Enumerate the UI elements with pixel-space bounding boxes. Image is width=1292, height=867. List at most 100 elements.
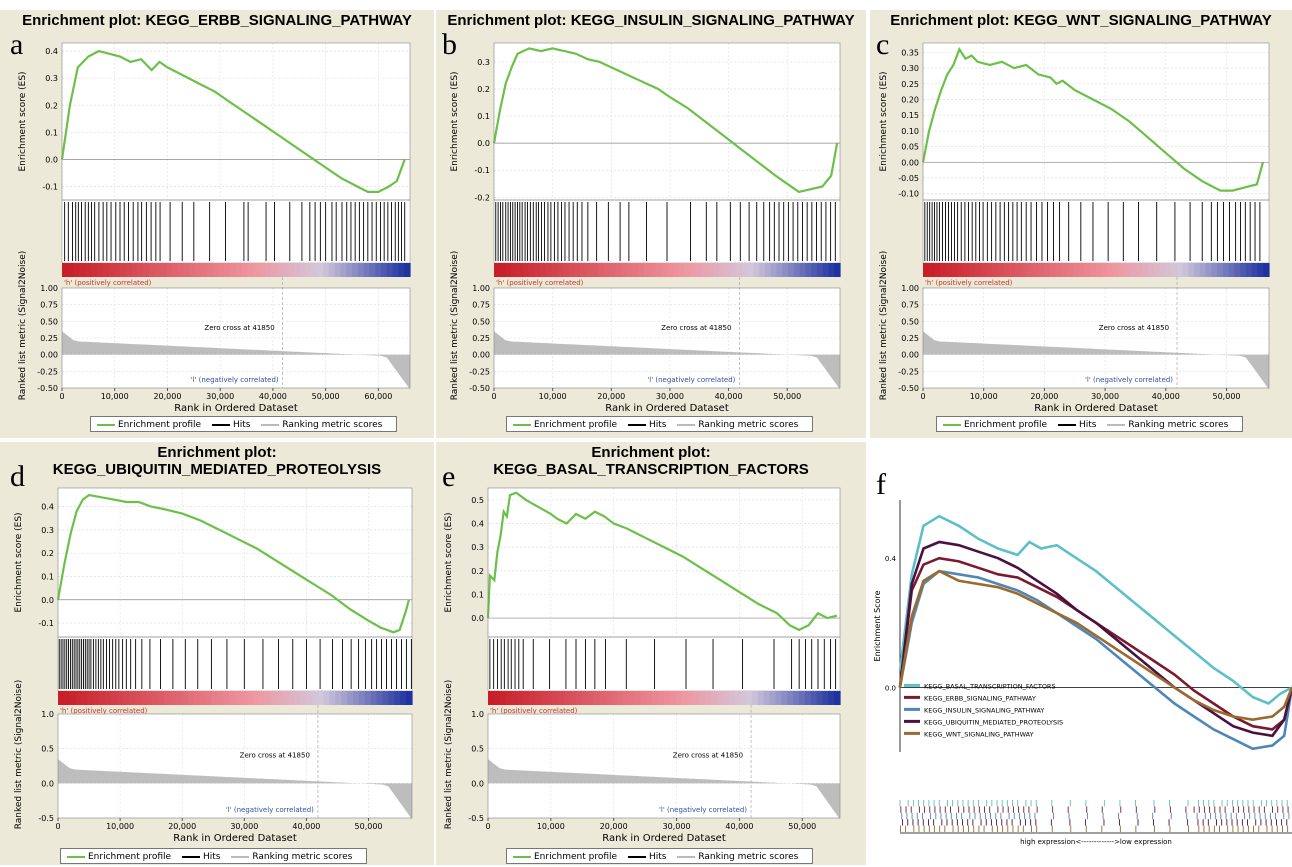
es-axis-label: Enrichment score (ES) [879,71,889,171]
enrichment-curve [492,47,839,194]
legend: Enrichment profile Hits Ranking metric s… [90,416,398,432]
metric-tick-label: 0.75 [40,301,58,310]
x-tick-label: 60,000 [364,392,392,401]
rank-color-segment [288,691,295,705]
es-plot-area [494,43,840,200]
metric-tick-label: 0.25 [472,334,490,343]
rank-color-segment [626,263,633,277]
es-tick-label: -0.10 [898,190,919,199]
rank-color-segment [546,691,554,705]
metric-tick-label: -0.5 [38,814,54,823]
rank-color-segment [62,263,69,277]
rank-color-segment [311,263,318,277]
metric-axis-label: Ranked list metric (Signal2Noise) [18,251,28,401]
rank-color-segment [534,263,541,277]
x-tick-label: 40,000 [715,392,743,401]
metric-axis-frame [61,287,411,389]
metric-tick-label: -0.5 [468,814,484,823]
rank-color-segment [816,691,823,705]
positively-correlated-label: 'h' (positively correlated) [64,279,152,287]
rank-color-segment [323,263,330,277]
rank-color-segment [1240,263,1247,277]
x-tick-label: 30,000 [230,822,258,831]
metric-tick-label: 0.75 [901,301,919,310]
metric-tick-label: -0.50 [469,384,490,393]
rank-color-segment [693,691,700,705]
x-tick-label: 10,000 [106,822,134,831]
rank-color-segment [381,263,388,277]
x-tick-label: 10,000 [537,822,565,831]
rank-color-segment [781,691,788,705]
metric-axis-label: Ranked list metric (Signal2Noise) [879,251,889,401]
rank-color-segment [1009,263,1016,277]
rank-color-segment [782,263,789,277]
rank-color-segment [394,691,401,705]
rank-color-segment [201,263,208,277]
es-tick-label: 0.4 [41,503,54,512]
rank-color-segment [1165,263,1172,277]
rank-color-segment [1061,263,1068,277]
rank-color-segment [235,691,242,705]
rank-color-segment [718,263,726,277]
rank-color-segment [1067,263,1074,277]
x-tick-label: 10,000 [970,392,998,401]
es-tick-label: -0.05 [898,174,919,183]
rank-color-segment [638,263,645,277]
metric-tick-label: -0.50 [898,384,919,393]
rank-color-segment [940,263,947,277]
rank-color-segment [740,691,747,705]
es-tick-label: 0.5 [471,496,484,505]
x-axis-label: Rank in Ordered Dataset [1034,403,1158,414]
panel-label: e [442,460,456,493]
rank-color-segment [270,263,278,277]
rank-color-segment [828,691,835,705]
rank-color-segment [1257,263,1264,277]
rank-color-segment [158,691,165,705]
series-line [898,569,1292,751]
es-tick-label: 0.10 [901,127,919,136]
rank-color-segment [329,691,336,705]
rank-color-segment [658,691,665,705]
x-tick-label: 0 [485,822,490,831]
rank-color-segment [305,691,313,705]
rank-color-segment [617,691,624,705]
rank-color-segment [265,263,272,277]
rank-color-segment [166,263,173,277]
rank-color-segment [788,263,795,277]
es-axis-label: Enrichment score (ES) [18,71,28,171]
y-tick-label: 0.4 [885,555,897,563]
rank-color-segment [615,263,622,277]
rank-color-segment [974,263,982,277]
rank-color-segment [669,691,677,705]
x-tick-label: 20,000 [600,822,628,831]
rank-color-segment [529,691,536,705]
es-tick-label: 0.0 [477,139,490,148]
es-tick-label: 0.2 [477,85,490,94]
rank-color-segment [363,263,370,277]
rank-color-segment [652,691,659,705]
gsea-panel-c: Enrichment plot: KEGG_WNT_SIGNALING_PATH… [870,10,1292,438]
rank-color-segment [73,263,80,277]
es-axis-frame [61,42,411,201]
rank-color-segment [154,263,162,277]
rank-color-segment [99,691,106,705]
zero-cross-label: Zero cross at 41850 [1099,324,1169,332]
es-tick-label: 0.4 [45,47,58,56]
es-axis-label: Enrichment score (ES) [444,512,454,612]
rank-color-segment [963,263,970,277]
rank-color-segment [305,263,312,277]
rank-color-segment [752,691,759,705]
metric-tick-label: 0.00 [40,351,58,360]
rank-color-segment [258,691,266,705]
rank-color-segment [690,263,697,277]
legend-label: KEGG_WNT_SIGNALING_PATHWAY [924,730,1034,738]
rank-color-segment [643,263,651,277]
rank-color-segment [1228,263,1235,277]
rank-color-segment [1096,263,1103,277]
rank-color-segment [1176,263,1184,277]
es-axis-frame [922,42,1270,201]
metric-axis-frame [57,713,413,819]
negatively-correlated-label: 'l' (negatively correlated) [226,806,314,814]
gsea-panel-d: Enrichment plot: KEGG_UBIQUITIN_MEDIATED_… [0,442,434,865]
enrichment-plot-e: 0.0 0.1 0.2 0.3 0.4 0.5 'h' (positively correl… [444,487,841,844]
